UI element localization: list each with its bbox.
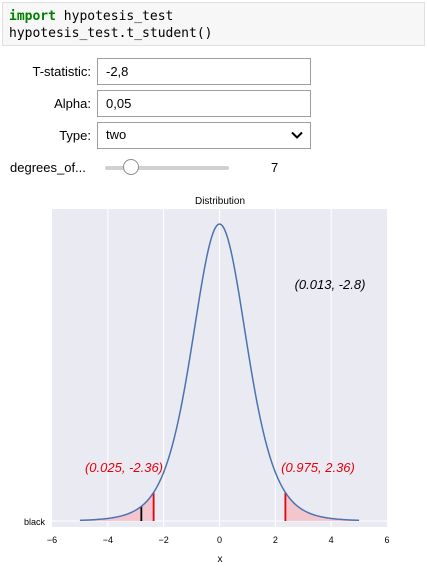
x-tick-label: 6	[384, 535, 389, 545]
chart-title: Distribution	[195, 196, 245, 207]
annotation-critical-left: (0.025, -2.36)	[85, 460, 163, 475]
distribution-chart: Distribution −6 −4 −2 0 2 4 6 x black (0.013, …	[24, 196, 390, 565]
annotation-statistic: (0.013, -2.8)	[295, 277, 366, 292]
chevron-down-icon	[291, 131, 303, 139]
y-tick-label: black	[24, 517, 46, 527]
rejection-region-right	[285, 492, 360, 521]
alpha-input[interactable]	[97, 90, 311, 117]
x-axis-label: x	[218, 554, 223, 565]
x-tick-label: −4	[103, 535, 113, 545]
code-cell[interactable]: import hypotesis_test hypotesis_test.t_s…	[2, 2, 425, 46]
type-select[interactable]: two	[97, 122, 311, 149]
type-select-value: two	[106, 127, 127, 142]
degrees-of-freedom-label: degrees_of...	[10, 160, 86, 175]
shaded-areas	[79, 492, 360, 521]
alpha-label: Alpha:	[54, 96, 91, 111]
t-statistic-input[interactable]	[97, 58, 311, 85]
degrees-slider-handle[interactable]	[122, 159, 139, 175]
module-name: hypotesis_test	[55, 9, 174, 24]
rejection-region-left	[79, 492, 154, 521]
code-line-1: import hypotesis_test	[9, 8, 418, 25]
x-axis-ticks: −6 −4 −2 0 2 4 6	[47, 535, 390, 545]
degrees-slider-track[interactable]	[105, 166, 229, 170]
import-keyword: import	[9, 9, 56, 24]
degrees-slider-value: 7	[271, 160, 279, 175]
x-tick-label: 2	[273, 535, 278, 545]
annotation-critical-right: (0.975, 2.36)	[281, 460, 355, 475]
x-tick-label: 0	[217, 535, 222, 545]
t-statistic-label: T-statistic:	[32, 64, 91, 79]
t-distribution-curve	[79, 223, 360, 522]
marker-lines	[140, 492, 287, 521]
x-tick-label: 4	[329, 535, 334, 545]
x-tick-label: −2	[159, 535, 169, 545]
x-tick-label: −6	[47, 535, 57, 545]
type-label: Type:	[59, 128, 91, 143]
code-line-2: hypotesis_test.t_student()	[9, 26, 213, 41]
